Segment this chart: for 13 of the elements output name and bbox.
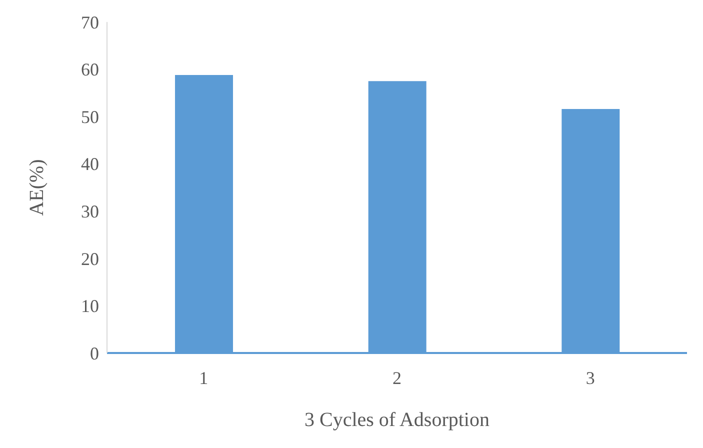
y-tick-label: 20: [81, 248, 99, 269]
y-tick-label: 40: [81, 154, 99, 174]
y-axis-title: AE(%): [26, 159, 48, 216]
y-tick-label: 0: [90, 343, 99, 364]
y-tick-label: 60: [81, 60, 99, 80]
y-tick-label: 70: [81, 12, 99, 32]
x-tick-label: 2: [392, 368, 402, 388]
y-tick-label: 10: [81, 296, 99, 316]
x-tick-label: 3: [586, 368, 595, 388]
y-tick-label: 50: [81, 106, 99, 127]
x-axis-title: 3 Cycles of Adsorption: [304, 409, 490, 431]
x-tick-label: 1: [199, 368, 208, 388]
y-tick-label: 30: [81, 202, 99, 222]
